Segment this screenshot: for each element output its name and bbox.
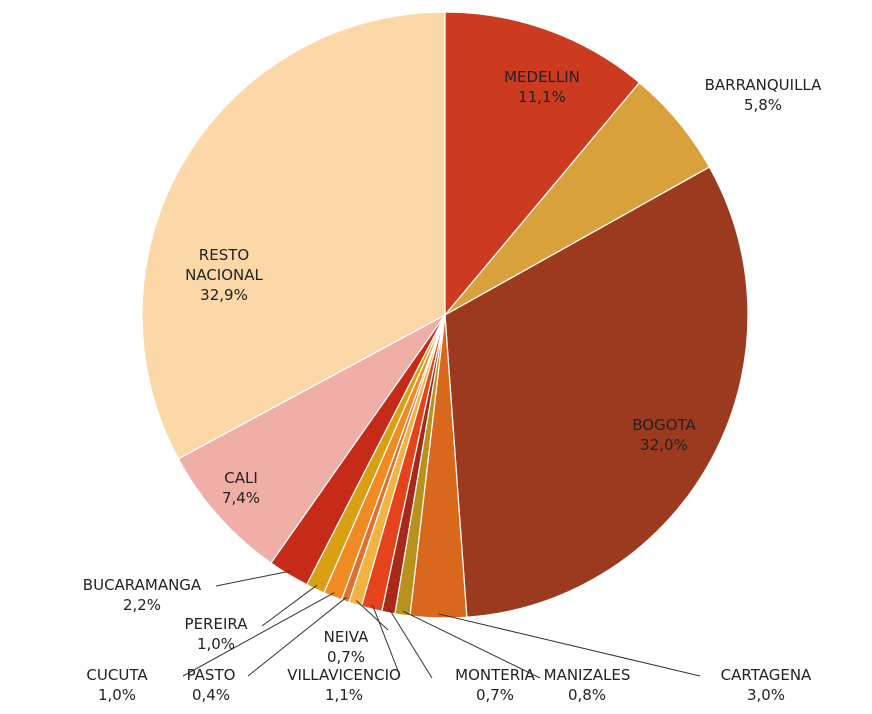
leader-line (261, 584, 318, 627)
value-label: 1,0% (196, 635, 236, 653)
value-label: 1,0% (97, 686, 137, 704)
value-label: 0,4% (191, 686, 231, 704)
leader-line (247, 596, 347, 677)
value-label: 0,7% (326, 648, 366, 666)
value-label: 11,1% (518, 88, 566, 106)
slice-label: MONTERIA 0,7% (455, 665, 535, 705)
slice-label: PASTO 0,4% (187, 665, 236, 705)
slice-label: CALI 7,4% (222, 468, 260, 508)
slice-label: BARRANQUILLA 5,8% (705, 75, 822, 115)
slice-label: BUCARAMANGA 2,2% (83, 575, 201, 615)
value-label: 2,2% (122, 596, 162, 614)
category-label: NEIVA (323, 628, 369, 646)
category-label: CARTAGENA (720, 666, 812, 684)
category-label: VILLAVICENCIO (287, 666, 401, 684)
slice-label: CARTAGENA 3,0% (721, 665, 812, 705)
slice-label: MEDELLIN 11,1% (504, 67, 580, 107)
slice-label: VILLAVICENCIO 1,1% (287, 665, 401, 705)
leader-line (372, 604, 401, 677)
category-label: CALI (224, 469, 258, 487)
category-label: RESTO NACIONAL (185, 246, 263, 284)
slice-label: MANIZALES 0,8% (544, 665, 631, 705)
category-label: MEDELLIN (504, 68, 580, 86)
slice-label: NEIVA 0,7% (324, 627, 369, 667)
pie-slice (177, 314, 446, 564)
slice-label: BOGOTA 32,0% (632, 415, 696, 455)
category-label: BOGOTA (632, 416, 696, 434)
value-label: 3,0% (746, 686, 786, 704)
slice-label: RESTO NACIONAL 32,9% (169, 245, 279, 305)
value-label: 32,9% (200, 286, 248, 304)
pie-slice (444, 166, 749, 618)
pie-slice (141, 11, 446, 460)
category-label: BARRANQUILLA (704, 76, 822, 94)
value-label: 32,0% (640, 436, 688, 454)
category-label: PASTO (186, 666, 236, 684)
slice-label: PEREIRA 1,0% (185, 614, 248, 654)
leader-line (355, 600, 389, 631)
value-label: 1,1% (324, 686, 364, 704)
leader-line (388, 608, 433, 679)
value-label: 7,4% (221, 489, 261, 507)
value-label: 0,8% (567, 686, 607, 704)
category-label: BUCARAMANGA (82, 576, 202, 594)
leader-line (215, 570, 291, 587)
category-label: MONTERIA (455, 666, 535, 684)
category-label: CUCUTA (86, 666, 148, 684)
value-label: 0,7% (475, 686, 515, 704)
value-label: 5,8% (743, 96, 783, 114)
slice-label: CUCUTA 1,0% (86, 665, 147, 705)
leader-line (182, 592, 335, 677)
leader-line (438, 613, 701, 677)
leader-line (402, 610, 541, 679)
category-label: MANIZALES (543, 666, 631, 684)
category-label: PEREIRA (184, 615, 248, 633)
pie-slice (444, 11, 641, 317)
